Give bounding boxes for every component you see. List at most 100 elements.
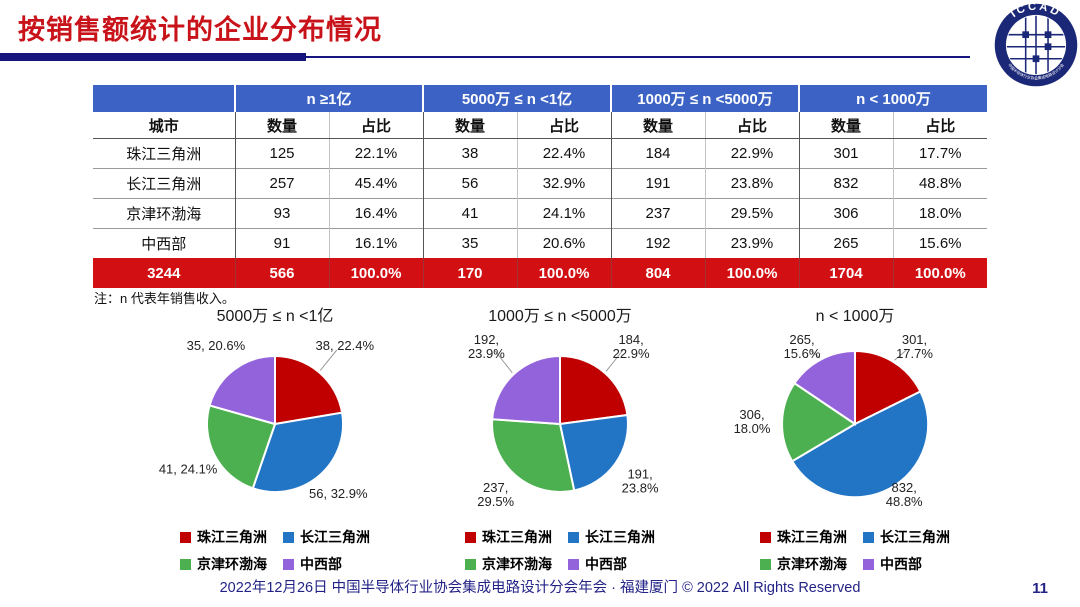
- pie-data-label: 237, 29.5%: [477, 480, 514, 509]
- legend-swatch: [180, 531, 191, 543]
- total-row: 3244 566 100.0% 170 100.0% 804 100.0% 1704 100.0…: [93, 258, 987, 288]
- value-cell: 24.1%: [516, 198, 611, 229]
- column-subheader: 占比: [892, 112, 987, 139]
- total-value-cell: 100.0%: [704, 258, 799, 288]
- pie-svg-2: 184, 22.9% 191, 23.8% 237, 29.5% 192, 23.9%: [468, 332, 659, 509]
- legend-item-中西部: 中西部: [283, 554, 370, 574]
- legend-label: 长江三角洲: [585, 529, 655, 545]
- column-group-header: n < 1000万: [798, 85, 987, 112]
- corner-cell: [93, 85, 235, 112]
- value-cell: 29.5%: [704, 198, 799, 229]
- value-cell: 22.4%: [516, 138, 611, 169]
- pie-legend-1: 珠江三角洲 长江三角洲 京津环渤海 中西部: [125, 527, 425, 574]
- value-cell: 56: [422, 168, 517, 199]
- column-subheader: 数量: [610, 112, 705, 139]
- legend-swatch: [568, 558, 579, 570]
- legend-item-珠江三角洲: 珠江三角洲: [760, 527, 847, 547]
- footnote: 注：n 代表年销售收入。: [94, 291, 235, 306]
- legend-swatch: [283, 558, 294, 570]
- iccad-logo: ICCAD 中国半导体行业协会集成电路设计分会: [994, 2, 1078, 87]
- legend-swatch: [465, 531, 476, 543]
- column-group-header: 1000万 ≤ n <5000万: [610, 85, 799, 112]
- total-value-cell: 100.0%: [892, 258, 987, 288]
- value-cell: 16.4%: [328, 198, 423, 229]
- legend-item-长江三角洲: 长江三角洲: [283, 527, 370, 547]
- value-cell: 832: [798, 168, 893, 199]
- column-subheader: 数量: [422, 112, 517, 139]
- value-cell: 23.8%: [704, 168, 799, 199]
- pie-title: 1000万 ≤ n <5000万: [488, 308, 632, 325]
- pie-slice-长江三角洲: [251, 411, 345, 493]
- legend-label: 珠江三角洲: [482, 529, 552, 545]
- total-value-cell: 1704: [798, 258, 893, 288]
- total-value-cell: 100.0%: [328, 258, 423, 288]
- pie-data-label: 41, 24.1%: [159, 461, 218, 476]
- legend-swatch: [180, 558, 191, 570]
- value-cell: 191: [610, 168, 705, 199]
- pie-data-label: 191, 23.8%: [622, 466, 659, 495]
- column-subheader: 数量: [234, 112, 329, 139]
- legend-swatch: [465, 558, 476, 570]
- legend-label: 中西部: [880, 556, 922, 572]
- pie-svg-3: 301, 17.7% 832, 48.8% 306, 18.0% 265, 15.6%: [734, 332, 934, 509]
- legend-item-京津环渤海: 京津环渤海: [465, 554, 552, 574]
- city-column-header: 城市: [93, 112, 235, 139]
- sales-distribution-table: n ≥1亿 5000万 ≤ n <1亿 1000万 ≤ n <5000万 n < 10…: [93, 85, 987, 288]
- city-cell: 长江三角洲: [93, 168, 235, 199]
- legend-label: 长江三角洲: [300, 529, 370, 545]
- total-value-cell: 100.0%: [516, 258, 611, 288]
- value-cell: 45.4%: [328, 168, 423, 199]
- total-city-cell: 3244: [93, 258, 235, 288]
- pie-slice-珠江三角洲: [274, 354, 344, 426]
- value-cell: 23.9%: [704, 228, 799, 258]
- legend-swatch: [283, 531, 294, 543]
- value-cell: 184: [610, 138, 705, 169]
- label-leader-line: [494, 349, 513, 374]
- logo-circuit-grid: [1006, 15, 1066, 75]
- legend-label: 京津环渤海: [777, 556, 847, 572]
- legend-item-京津环渤海: 京津环渤海: [180, 554, 267, 574]
- column-subheader: 占比: [328, 112, 423, 139]
- table-row: 京津环渤海 93 16.4% 41 24.1% 237 29.5% 306 18.0%: [93, 198, 987, 229]
- pie-slice-长江三角洲: [790, 390, 930, 499]
- city-cell: 中西部: [93, 228, 235, 258]
- legend-swatch: [863, 558, 874, 570]
- table-row: 长江三角洲 257 45.4% 56 32.9% 191 23.8% 832 48.8%: [93, 168, 987, 199]
- legend-label: 京津环渤海: [197, 556, 267, 572]
- pie-slice-中西部: [793, 349, 856, 426]
- pie-data-label: 301, 17.7%: [896, 332, 933, 361]
- value-cell: 35: [422, 228, 517, 258]
- pie-svg-1: 38, 22.4% 56, 32.9% 41, 24.1% 35, 20.6%: [159, 338, 375, 501]
- city-cell: 京津环渤海: [93, 198, 235, 229]
- legend-item-中西部: 中西部: [863, 554, 950, 574]
- pie-data-label: 35, 20.6%: [187, 338, 246, 353]
- pie-data-label: 184, 22.9%: [613, 332, 650, 361]
- value-cell: 192: [610, 228, 705, 258]
- value-cell: 301: [798, 138, 893, 169]
- legend-grid: 珠江三角洲 长江三角洲 京津环渤海 中西部: [180, 527, 370, 574]
- pie-slice-中西部: [491, 354, 561, 426]
- label-leader-line: [319, 349, 338, 371]
- table-row: 中西部 91 16.1% 35 20.6% 192 23.9% 265 15.6%: [93, 228, 987, 258]
- pie-title: n < 1000万: [815, 308, 895, 325]
- pie-title: 5000万 ≤ n <1亿: [216, 308, 334, 325]
- value-cell: 18.0%: [892, 198, 987, 229]
- pie-slice-长江三角洲: [558, 413, 629, 492]
- table-header-group-row: n ≥1亿 5000万 ≤ n <1亿 1000万 ≤ n <5000万 n < 10…: [93, 85, 987, 112]
- value-cell: 20.6%: [516, 228, 611, 258]
- total-value-cell: 566: [234, 258, 329, 288]
- value-cell: 306: [798, 198, 893, 229]
- value-cell: 38: [422, 138, 517, 169]
- legend-item-长江三角洲: 长江三角洲: [863, 527, 950, 547]
- value-cell: 17.7%: [892, 138, 987, 169]
- value-cell: 91: [234, 228, 329, 258]
- pie-slice-珠江三角洲: [854, 349, 922, 426]
- pie-chart-3: n < 1000万 301, 17.7% 832, 48.8% 306, 18.0% 265,…: [697, 306, 1013, 574]
- pie-data-label: 265, 15.6%: [784, 332, 821, 361]
- pie-chart-2: 1000万 ≤ n <5000万 184, 22.9% 191, 23.8% 237, 29…: [410, 306, 710, 574]
- legend-item-中西部: 中西部: [568, 554, 655, 574]
- legend-label: 中西部: [585, 556, 627, 572]
- value-cell: 16.1%: [328, 228, 423, 258]
- legend-label: 珠江三角洲: [777, 529, 847, 545]
- label-leader-line: [894, 349, 907, 361]
